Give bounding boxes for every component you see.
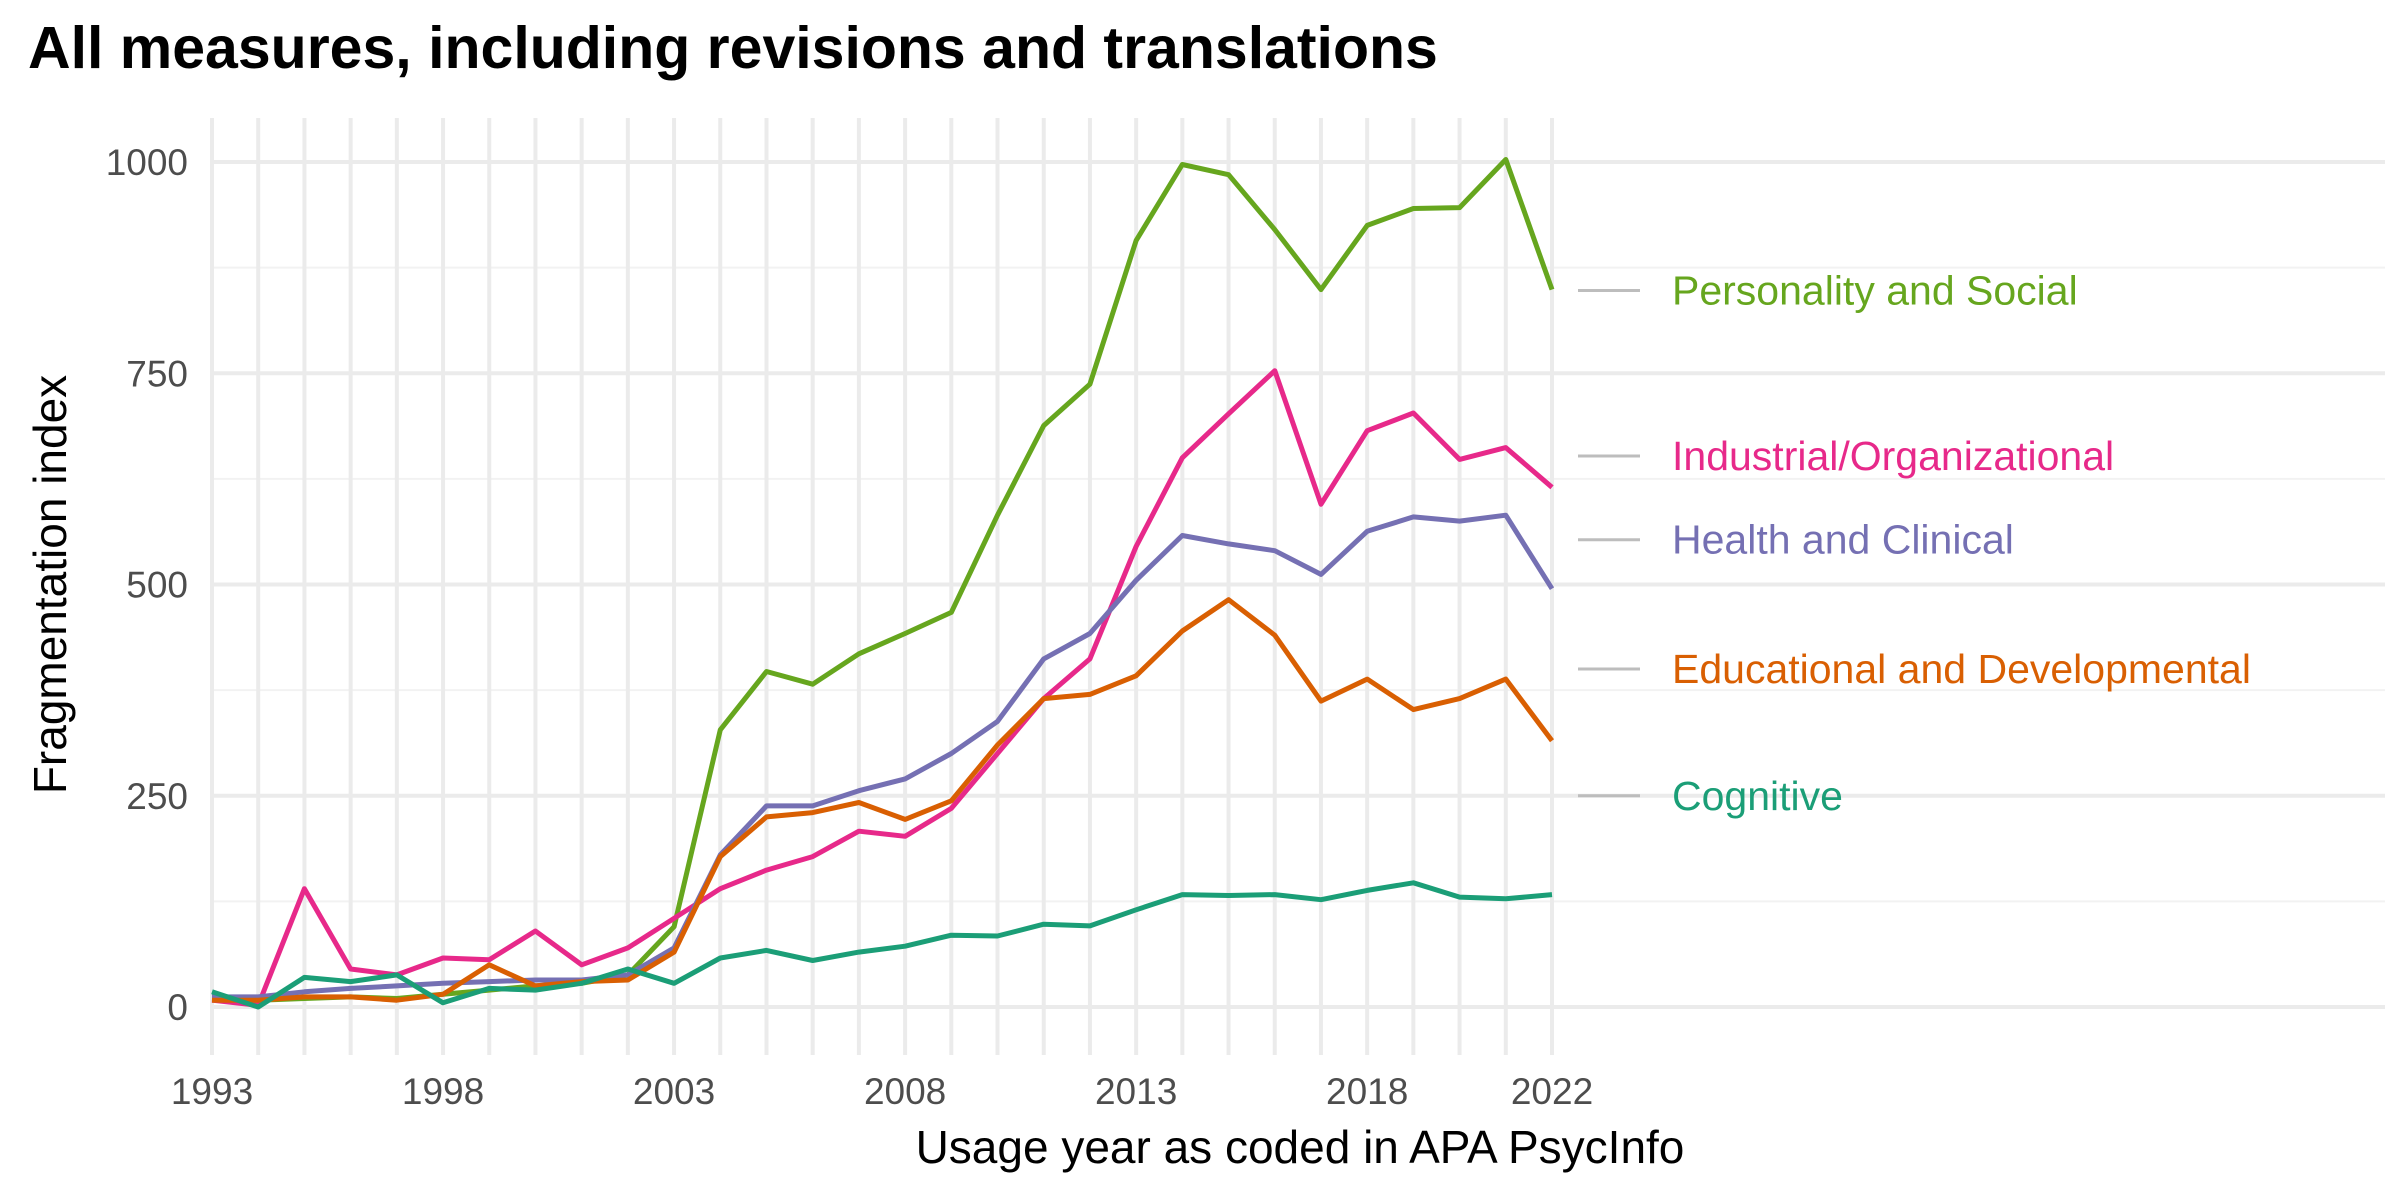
y-tick-label: 0 xyxy=(167,987,188,1028)
series-direct-labels: Personality and Social Industrial/Organiz… xyxy=(1578,267,2251,819)
series-line-4 xyxy=(211,880,1553,1010)
y-tick-label: 500 xyxy=(126,565,188,606)
y-tick-label: 1000 xyxy=(106,142,188,183)
y-tick-label: 250 xyxy=(126,776,188,817)
x-tick-label: 2022 xyxy=(1511,1071,1593,1112)
series-line-2 xyxy=(212,512,1555,1000)
x-tick-label: 1993 xyxy=(171,1071,253,1112)
series-line-3 xyxy=(212,597,1555,1003)
series-lines xyxy=(211,157,1555,1010)
x-tick-label: 2008 xyxy=(864,1071,946,1112)
x-tick-label: 2018 xyxy=(1326,1071,1408,1112)
x-tick-label: 2003 xyxy=(633,1071,715,1112)
chart-title: All measures, including revisions and tr… xyxy=(28,15,1438,81)
series-line-1 xyxy=(211,368,1554,1008)
series-label-4: Cognitive xyxy=(1672,773,1843,819)
series-label-0: Personality and Social xyxy=(1672,267,2078,313)
series-label-3: Educational and Developmental xyxy=(1672,646,2251,692)
y-tick-label: 750 xyxy=(126,353,188,394)
series-label-1: Industrial/Organizational xyxy=(1672,433,2114,479)
tick-labels: 0 250 500 750 1000 1993 1998 2003 2008 2013 2018 20… xyxy=(106,142,1593,1112)
y-axis-title: Fragmentation index xyxy=(24,375,76,794)
series-label-2: Health and Clinical xyxy=(1672,517,2014,563)
x-axis-title: Usage year as coded in APA PsycInfo xyxy=(916,1121,1685,1173)
grid xyxy=(210,118,2385,1055)
x-tick-label: 1998 xyxy=(402,1071,484,1112)
x-tick-label: 2013 xyxy=(1095,1071,1177,1112)
series-line-0 xyxy=(211,157,1555,1003)
